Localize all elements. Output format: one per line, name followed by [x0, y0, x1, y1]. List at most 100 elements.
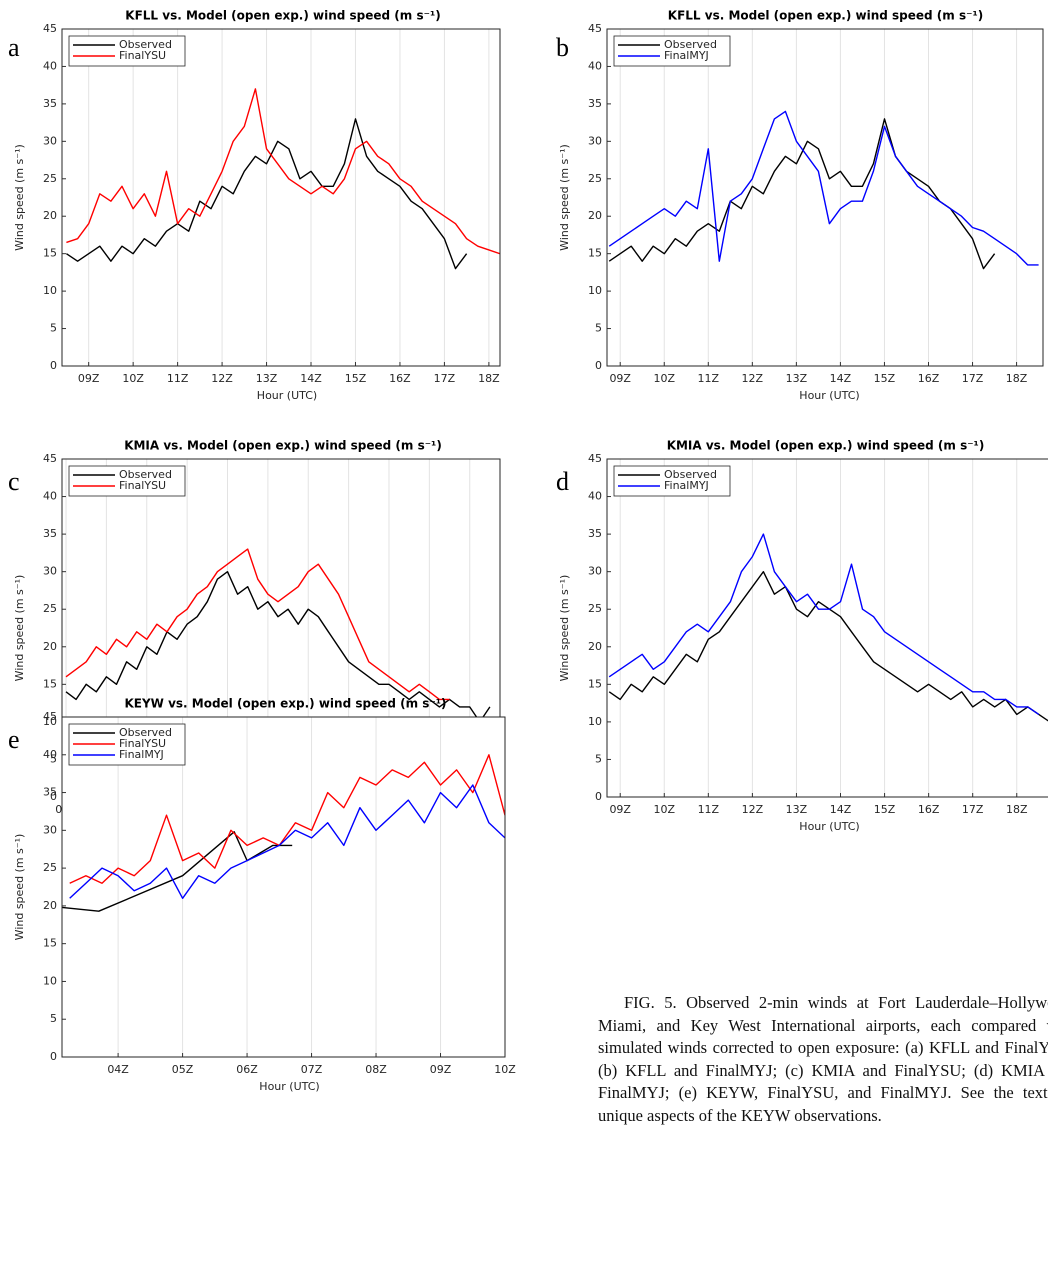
y-axis-label: Wind speed (m s⁻¹) — [558, 144, 571, 251]
legend-label: Observed — [119, 38, 172, 51]
y-tick-label: 40 — [43, 490, 57, 503]
legend-box — [68, 465, 186, 497]
data-line — [69, 754, 505, 884]
plot-area — [62, 29, 500, 366]
x-tick-label: 05Z — [172, 1063, 194, 1076]
y-tick-label: 30 — [588, 134, 602, 147]
x-tick-label: 15Z — [874, 803, 896, 816]
x-tick-label: 18Z — [1006, 372, 1028, 385]
y-tick-label: 5 — [595, 322, 602, 335]
legend-label: FinalMYJ — [664, 49, 709, 62]
x-tick-label: 16Z — [389, 372, 411, 385]
x-axis-label: Hour (UTC) — [259, 1080, 319, 1093]
y-tick-label: 10 — [588, 284, 602, 297]
x-tick-label: 11Z — [698, 803, 720, 816]
y-tick-label: 10 — [588, 715, 602, 728]
y-tick-label: 45 — [43, 710, 57, 723]
series-group — [608, 533, 1048, 722]
y-tick-label: 0 — [595, 790, 602, 803]
y-tick-label: 5 — [50, 752, 57, 765]
data-line — [66, 118, 468, 270]
x-tick-label: 13Z — [256, 372, 278, 385]
y-tick-label: 35 — [43, 97, 57, 110]
y-tick-label: 5 — [595, 752, 602, 765]
chart-title: KMIA vs. Model (open exp.) wind speed (m… — [667, 439, 985, 453]
axes-box — [606, 28, 1044, 367]
legend-box — [68, 35, 186, 67]
y-axis-label: Wind speed (m s⁻¹) — [13, 144, 26, 251]
chart: a KFLL vs. Model (open exp.) wind speed (… — [8, 9, 501, 402]
y-tick-label: 10 — [43, 715, 57, 728]
y-tick-label: 15 — [43, 677, 57, 690]
legend-label: Observed — [119, 468, 172, 481]
x-tick-label: 12Z — [211, 372, 233, 385]
x-tick-label: 12Z — [742, 372, 764, 385]
y-tick-label: 15 — [43, 937, 57, 950]
x-tick-label: 17Z — [962, 803, 984, 816]
y-tick-label: 45 — [588, 22, 602, 35]
y-tick-label: 35 — [588, 97, 602, 110]
axes-box — [61, 28, 501, 367]
x-tick-label: 15Z — [874, 372, 896, 385]
x-tick-label: 06Z — [236, 1063, 258, 1076]
x-tick-label: 11Z — [167, 372, 189, 385]
y-tick-label: 25 — [588, 172, 602, 185]
x-tick-label: 10Z — [494, 1063, 516, 1076]
series-group — [608, 110, 1039, 270]
y-tick-label: 30 — [43, 134, 57, 147]
x-tick-label: 09Z — [78, 372, 100, 385]
x-axis-label: Hour (UTC) — [257, 389, 317, 402]
panel-label: b — [556, 33, 569, 62]
x-tick-label: 10Z — [653, 372, 675, 385]
x-tick-label: 07Z — [301, 1063, 323, 1076]
y-tick-label: 5 — [50, 322, 57, 335]
legend-label: Observed — [119, 726, 172, 739]
legend-label: FinalYSU — [119, 49, 166, 62]
x-tick-label: 09Z — [609, 372, 631, 385]
y-tick-label: 15 — [43, 247, 57, 260]
x-tick-label: 17Z — [962, 372, 984, 385]
x-tick-label: 04Z — [107, 1063, 129, 1076]
y-tick-label: 0 — [595, 359, 602, 372]
y-tick-label: 40 — [588, 490, 602, 503]
panel-label: e — [8, 725, 20, 754]
x-tick-label: 18Z — [1006, 803, 1028, 816]
legend-label: FinalMYJ — [119, 748, 164, 761]
legend-label: Observed — [664, 468, 717, 481]
y-tick-label: 0 — [50, 790, 57, 803]
data-line — [608, 118, 996, 270]
plot-area — [62, 717, 505, 1057]
panel-label: c — [8, 467, 20, 496]
y-tick-label: 35 — [43, 786, 57, 799]
y-tick-label: 40 — [43, 748, 57, 761]
chart: d KMIA vs. Model (open exp.) wind speed (… — [556, 439, 1048, 833]
x-tick-label: 11Z — [698, 372, 720, 385]
series-group — [65, 548, 491, 723]
x-tick-label: 13Z — [786, 372, 808, 385]
plot-area — [607, 29, 1043, 366]
legend-box — [613, 35, 731, 67]
series-group — [62, 754, 505, 912]
x-tick-label: 14Z — [830, 803, 852, 816]
y-tick-label: 15 — [588, 247, 602, 260]
data-line — [69, 784, 505, 899]
y-tick-label: 45 — [43, 22, 57, 35]
y-tick-label: 30 — [588, 565, 602, 578]
x-tick-label: 14Z — [300, 372, 322, 385]
caption: FIG. 5. Observed 2-min winds at Fort Lau… — [598, 993, 1048, 1125]
y-tick-label: 30 — [43, 565, 57, 578]
y-tick-label: 45 — [588, 452, 602, 465]
x-tick-label: 08Z — [365, 1063, 387, 1076]
y-tick-label: 0 — [50, 359, 57, 372]
x-tick-label: 16Z — [918, 372, 940, 385]
chart: b KFLL vs. Model (open exp.) wind speed (… — [556, 9, 1044, 402]
data-line — [608, 533, 1040, 715]
chart-title: KMIA vs. Model (open exp.) wind speed (m… — [124, 439, 442, 453]
panel-label: a — [8, 33, 20, 62]
y-tick-label: 20 — [588, 640, 602, 653]
y-tick-label: 20 — [43, 899, 57, 912]
legend-label: FinalYSU — [119, 479, 166, 492]
y-tick-label: 35 — [588, 527, 602, 540]
x-tick-label: 17Z — [434, 372, 456, 385]
